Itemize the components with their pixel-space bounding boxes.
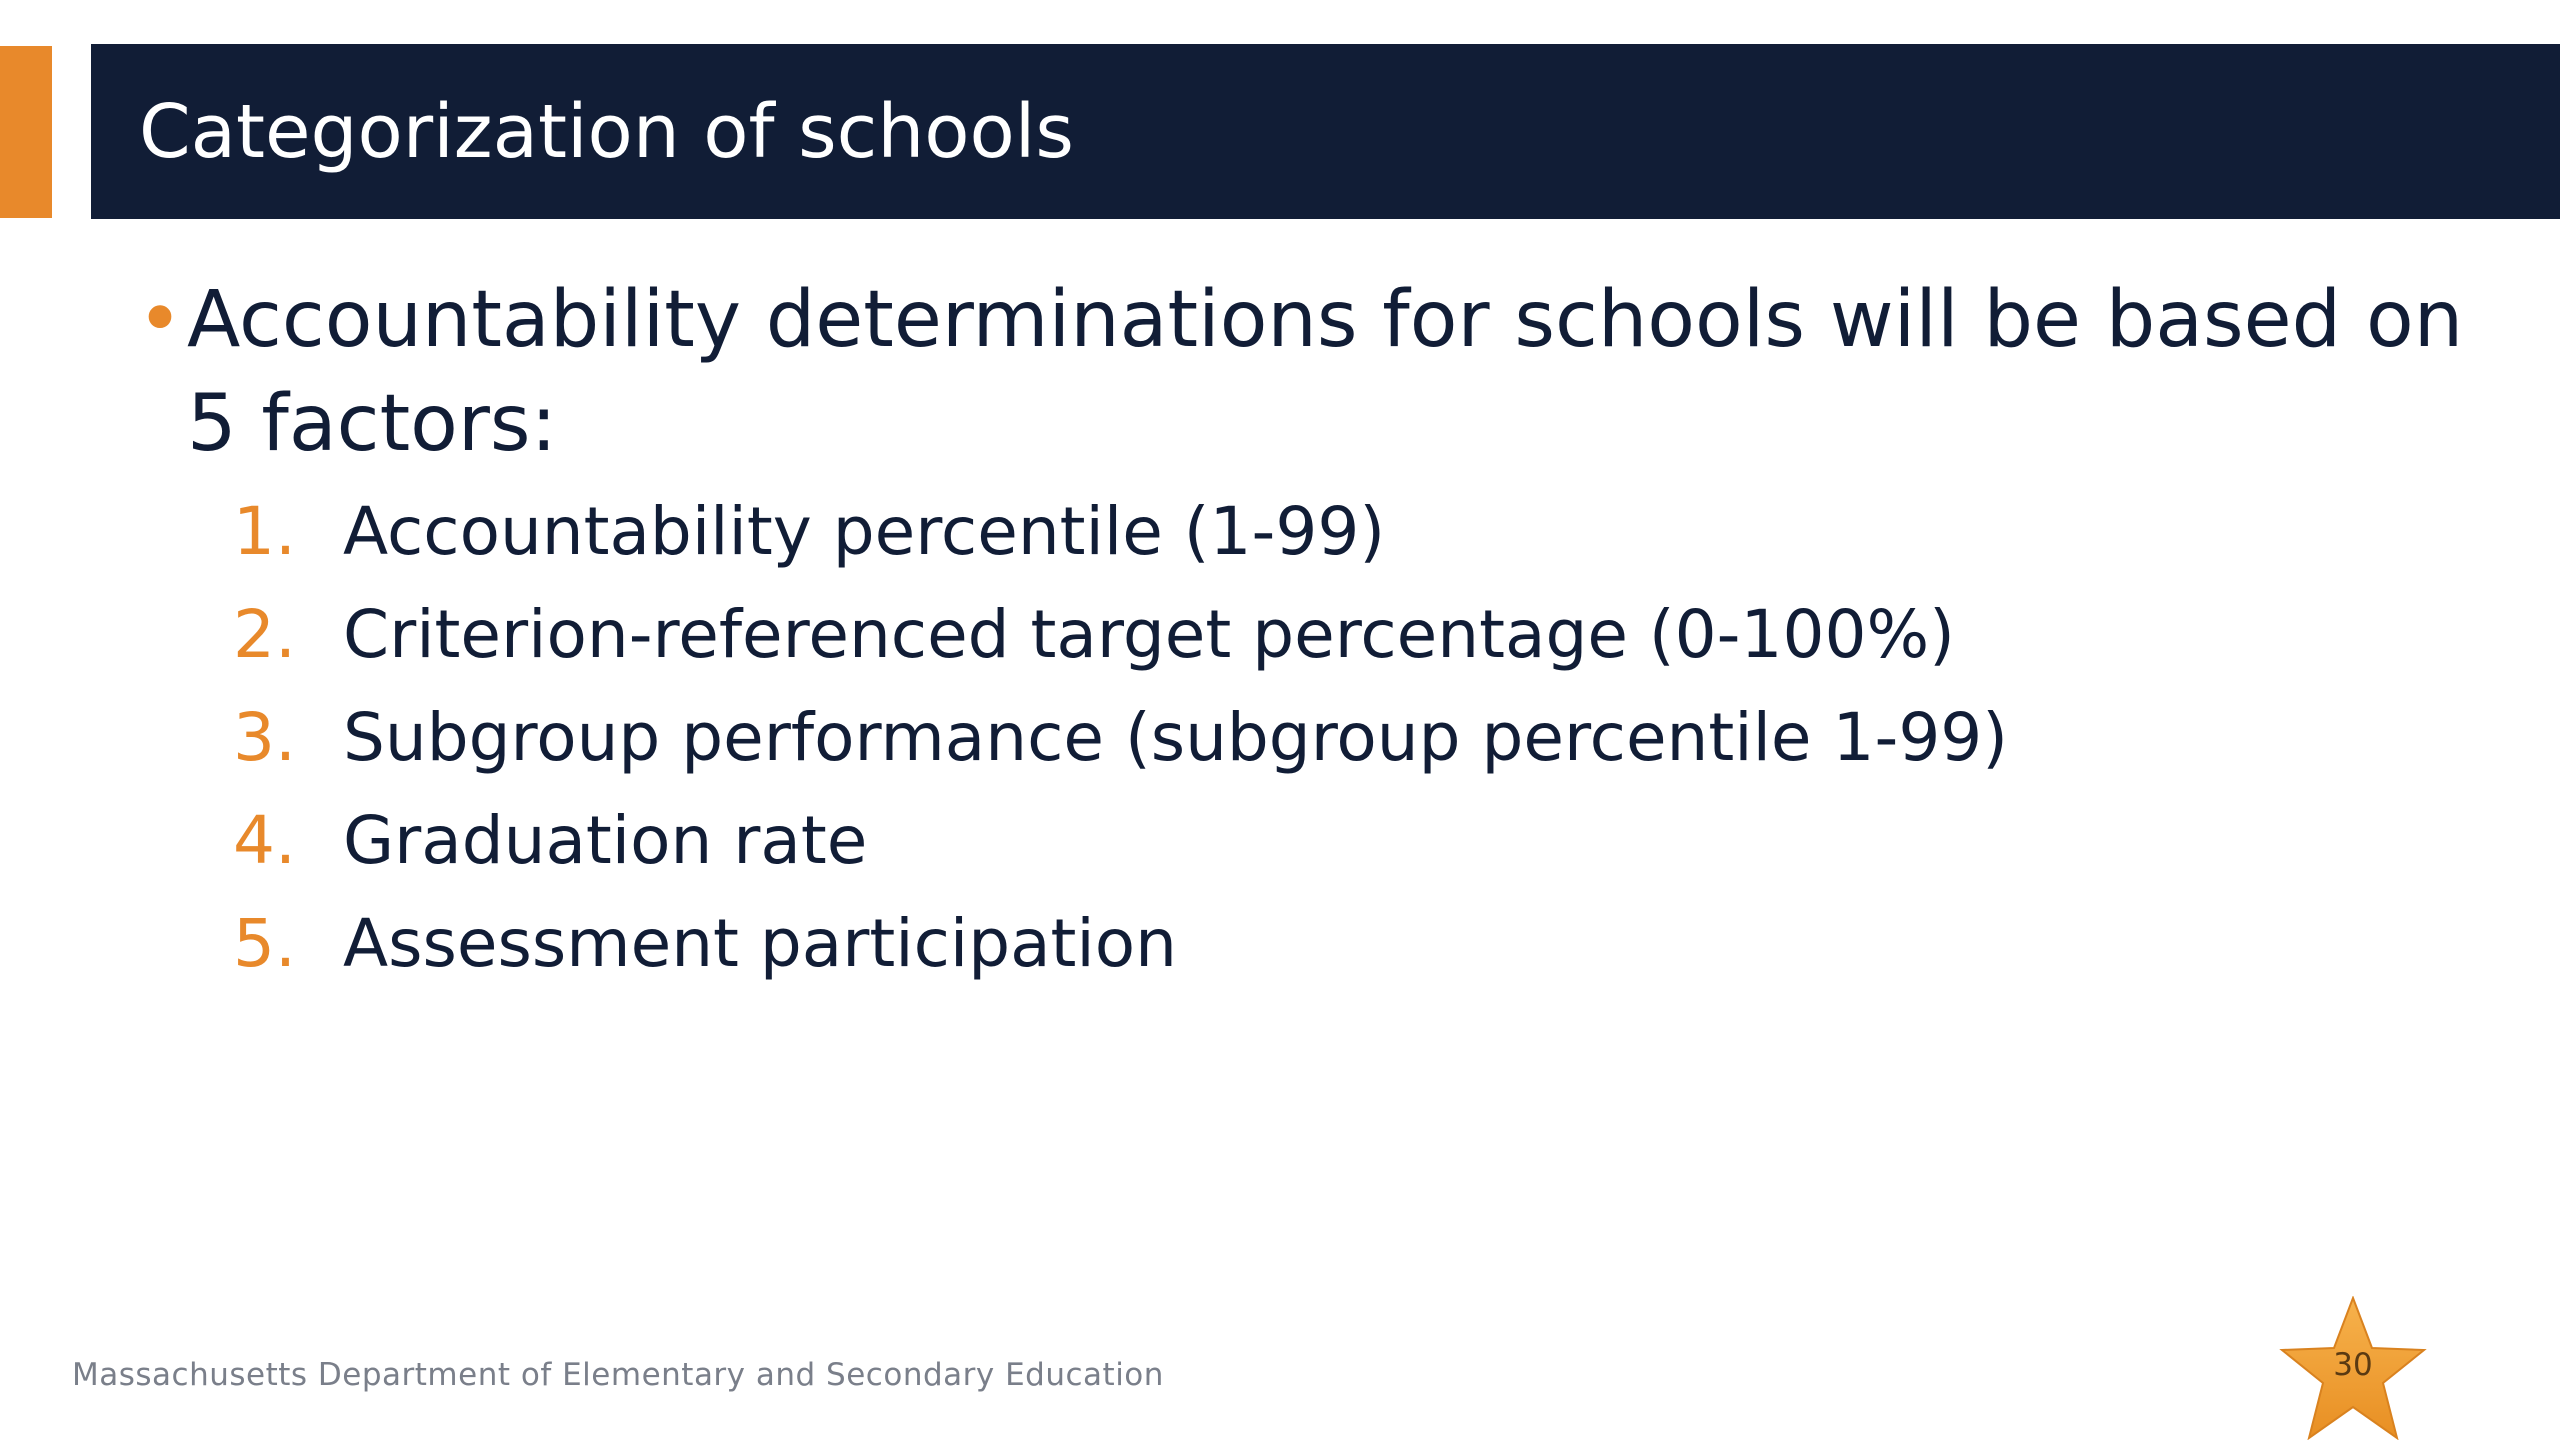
main-bullet-text: Accountability determinations for school… [187,275,2464,469]
page-number-badge: 30 [2278,1296,2428,1440]
footer-organization: Massachusetts Department of Elementary a… [72,1357,1164,1393]
factor-text: Graduation rate [343,802,868,879]
bullet-marker: • [137,275,184,365]
page-number: 30 [2333,1347,2373,1383]
factor-number: 4. [233,802,296,879]
factor-item-2: 2. Criterion-referenced target percentag… [233,585,1955,685]
factor-text: Accountability percentile (1-99) [343,493,1386,570]
accent-bar [0,46,52,218]
factor-item-4: 4. Graduation rate [233,791,867,891]
factor-text: Assessment participation [343,905,1177,982]
factor-item-3: 3. Subgroup performance (subgroup percen… [233,688,2008,788]
factor-number: 5. [233,905,296,982]
star-icon [2279,1296,2427,1440]
factor-number: 2. [233,596,296,673]
factor-item-5: 5. Assessment participation [233,894,1177,994]
factor-text: Criterion-referenced target percentage (… [343,596,1955,673]
factor-text: Subgroup performance (subgroup percentil… [343,699,2009,776]
factor-number: 1. [233,493,296,570]
factor-number: 3. [233,699,296,776]
slide-title: Categorization of schools [139,88,1074,175]
main-bullet: • Accountability determinations for scho… [137,268,2467,476]
title-bar: Categorization of schools [91,44,2560,219]
factor-item-1: 1. Accountability percentile (1-99) [233,482,1385,582]
